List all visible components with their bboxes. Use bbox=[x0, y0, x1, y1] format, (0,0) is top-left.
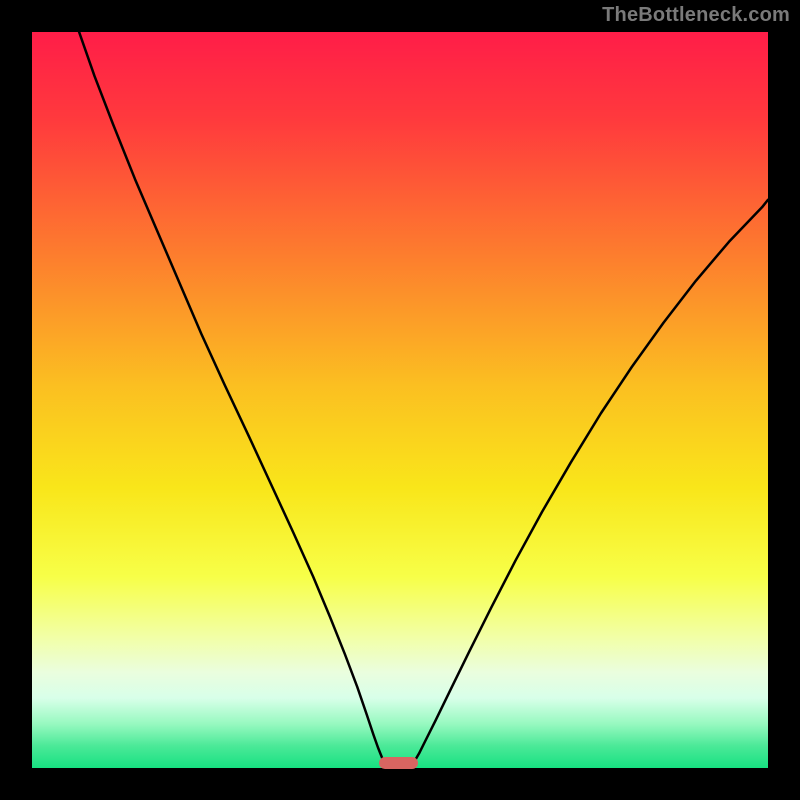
watermark-text: TheBottleneck.com bbox=[602, 4, 790, 27]
bottom-marker bbox=[379, 757, 419, 769]
gradient-background bbox=[32, 32, 768, 768]
plot-area bbox=[32, 32, 768, 768]
plot-svg bbox=[32, 32, 768, 768]
chart-outer-frame: TheBottleneck.com bbox=[0, 0, 800, 800]
